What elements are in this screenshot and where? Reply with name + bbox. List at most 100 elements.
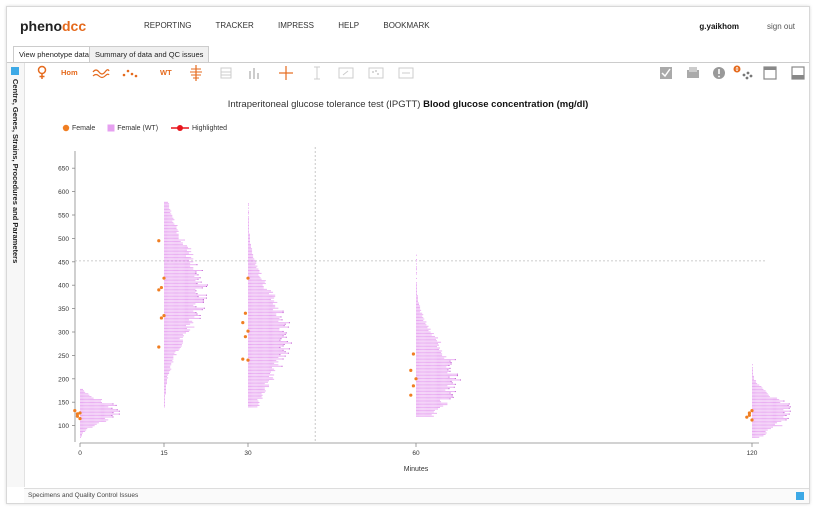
wt-point (249, 381, 250, 383)
distribution-icon[interactable] (189, 65, 203, 81)
wt-point (269, 333, 270, 335)
wt-point (265, 316, 267, 318)
window-top-icon[interactable] (763, 65, 777, 81)
scatter-icon[interactable] (122, 65, 138, 81)
tab-view-phenotype-data[interactable]: View phenotype data (13, 46, 95, 63)
new-view-icon[interactable] (398, 65, 414, 81)
wt-point (183, 312, 185, 314)
wt-toggle[interactable]: WT (160, 68, 172, 77)
hom-toggle[interactable]: Hom (61, 68, 78, 77)
warning-icon[interactable] (712, 65, 726, 81)
wt-point (248, 387, 249, 389)
sign-out-link[interactable]: sign out (766, 22, 795, 31)
wt-point (250, 349, 251, 351)
wt-point (181, 336, 183, 338)
wt-point (168, 240, 170, 242)
error-bar-icon[interactable] (311, 65, 323, 81)
sidebar-toggle-icon[interactable] (11, 67, 19, 75)
wt-point (197, 297, 199, 299)
wt-point (255, 332, 257, 334)
wt-point (185, 287, 186, 289)
print-icon[interactable] (686, 65, 700, 81)
wt-point (283, 326, 285, 328)
wt-point (186, 277, 187, 279)
wt-point (175, 258, 177, 260)
wt-point (178, 256, 180, 258)
wt-point (261, 377, 263, 379)
wt-point (175, 275, 177, 277)
wt-point (164, 245, 165, 247)
wt-point (172, 246, 174, 248)
wt-point (175, 255, 177, 257)
wt-point (273, 374, 275, 376)
nav-help[interactable]: HELP (338, 21, 360, 30)
wt-point (172, 342, 174, 344)
wt-point (92, 417, 94, 419)
nav-impress[interactable]: IMPRESS (277, 21, 314, 30)
wt-point (166, 272, 167, 274)
logo[interactable]: phenodcc (20, 18, 87, 34)
wt-point (175, 317, 177, 319)
wt-point (198, 301, 200, 303)
checkbox-icon[interactable] (659, 65, 673, 81)
wt-point (186, 301, 187, 303)
wt-point (250, 342, 251, 344)
wt-point (167, 332, 169, 334)
wt-point (190, 280, 192, 282)
wt-point (187, 267, 188, 269)
wt-point (177, 254, 179, 256)
wt-point (165, 252, 166, 254)
wt-point (266, 362, 268, 364)
qc-points-icon[interactable]: 0 (733, 65, 753, 81)
wt-point (266, 333, 268, 335)
wt-point (190, 306, 192, 308)
wt-point (267, 345, 269, 347)
wt-point (258, 314, 260, 316)
wt-point (170, 362, 172, 364)
points-box-icon[interactable] (368, 65, 384, 81)
wt-point (195, 278, 197, 280)
wt-point (183, 262, 185, 264)
bar-chart-icon[interactable] (248, 65, 262, 81)
wt-point (83, 412, 85, 414)
table-icon[interactable] (220, 65, 232, 81)
wt-point (264, 319, 266, 321)
wt-point (166, 368, 167, 370)
wt-point (176, 238, 178, 240)
tab-summary-qc[interactable]: Summary of data and QC issues (89, 46, 210, 63)
wt-point (262, 368, 264, 370)
nav-reporting[interactable]: REPORTING (144, 21, 192, 30)
wt-point (178, 277, 180, 279)
wt-point (107, 419, 109, 421)
wt-point (260, 377, 262, 379)
wt-point (180, 245, 182, 247)
wt-point (250, 403, 251, 405)
line-chart-icon[interactable] (92, 65, 110, 81)
wt-point (261, 314, 263, 316)
wt-point (165, 238, 166, 240)
wt-point (278, 319, 280, 321)
wt-point (169, 297, 171, 299)
female-icon[interactable] (36, 65, 48, 81)
wt-point (252, 365, 254, 367)
wt-point (265, 359, 267, 361)
wt-point (174, 349, 176, 351)
wt-point (253, 378, 255, 380)
wt-point (252, 391, 254, 393)
wt-point (270, 349, 271, 351)
wt-point (272, 314, 274, 316)
wt-point (186, 261, 187, 263)
nav-bookmark[interactable]: BOOKMARK (383, 21, 430, 30)
wt-point (198, 300, 200, 302)
zoom-box-icon[interactable] (338, 65, 354, 81)
nav-tracker[interactable]: TRACKER (215, 21, 254, 30)
wt-point (270, 345, 271, 347)
crosshair-icon[interactable] (279, 65, 293, 81)
wt-point (166, 330, 167, 332)
window-bottom-icon[interactable] (791, 65, 805, 81)
wt-point (181, 251, 183, 253)
wt-point (251, 378, 253, 380)
sidebar[interactable]: Centre, Genes, Strains, Procedures and P… (7, 63, 25, 487)
wt-point (252, 387, 254, 389)
